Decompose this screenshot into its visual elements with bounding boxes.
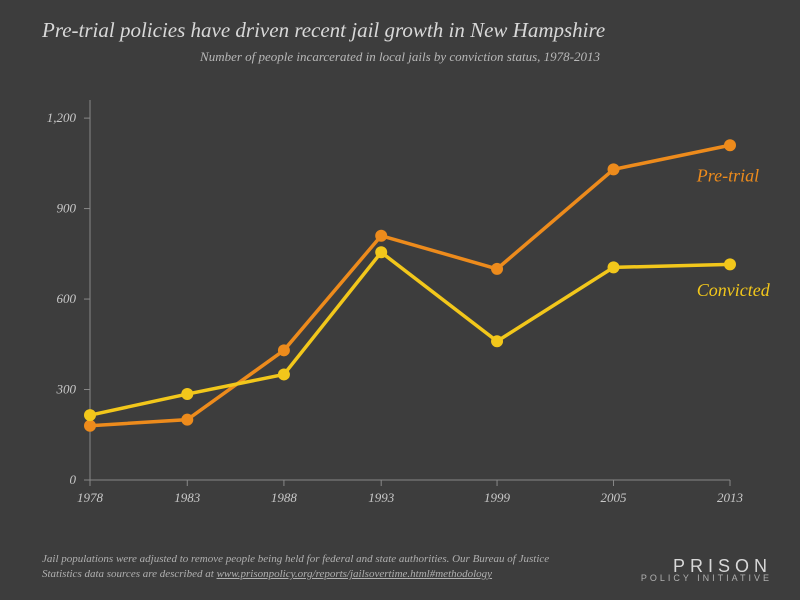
marker: [724, 258, 736, 270]
chart-subtitle: Number of people incarcerated in local j…: [0, 43, 800, 65]
marker: [84, 420, 96, 432]
line-chart: 03006009001,2001978198319881993199920052…: [90, 100, 730, 480]
marker: [278, 344, 290, 356]
x-tick-label: 1983: [174, 490, 201, 505]
marker: [278, 368, 290, 380]
footnote: Jail populations were adjusted to remove…: [42, 552, 582, 582]
logo-bottom: POLICY INITIATIVE: [641, 574, 772, 582]
chart-area: 03006009001,2001978198319881993199920052…: [90, 100, 730, 480]
y-tick-label: 0: [70, 472, 77, 487]
x-tick-label: 1978: [77, 490, 104, 505]
logo-top: PRISON: [641, 558, 772, 574]
y-tick-label: 1,200: [47, 110, 77, 125]
logo: PRISON POLICY INITIATIVE: [641, 558, 772, 582]
y-tick-label: 300: [56, 382, 77, 397]
marker: [724, 139, 736, 151]
marker: [608, 163, 620, 175]
marker: [491, 335, 503, 347]
marker: [608, 261, 620, 273]
marker: [84, 409, 96, 421]
y-tick-label: 600: [57, 291, 77, 306]
chart-title: Pre-trial policies have driven recent ja…: [0, 0, 800, 43]
marker: [181, 388, 193, 400]
x-tick-label: 1993: [368, 490, 395, 505]
series-line-pre-trial: [90, 145, 730, 425]
marker: [491, 263, 503, 275]
y-tick-label: 900: [57, 201, 77, 216]
x-tick-label: 2005: [601, 490, 628, 505]
marker: [375, 230, 387, 242]
x-tick-label: 1999: [484, 490, 511, 505]
marker: [375, 246, 387, 258]
series-label-convicted: Convicted: [697, 280, 771, 300]
series-label-pre-trial: Pre-trial: [696, 165, 759, 185]
marker: [181, 414, 193, 426]
footnote-link[interactable]: www.prisonpolicy.org/reports/jailsoverti…: [217, 568, 493, 580]
x-tick-label: 2013: [717, 490, 744, 505]
x-tick-label: 1988: [271, 490, 298, 505]
